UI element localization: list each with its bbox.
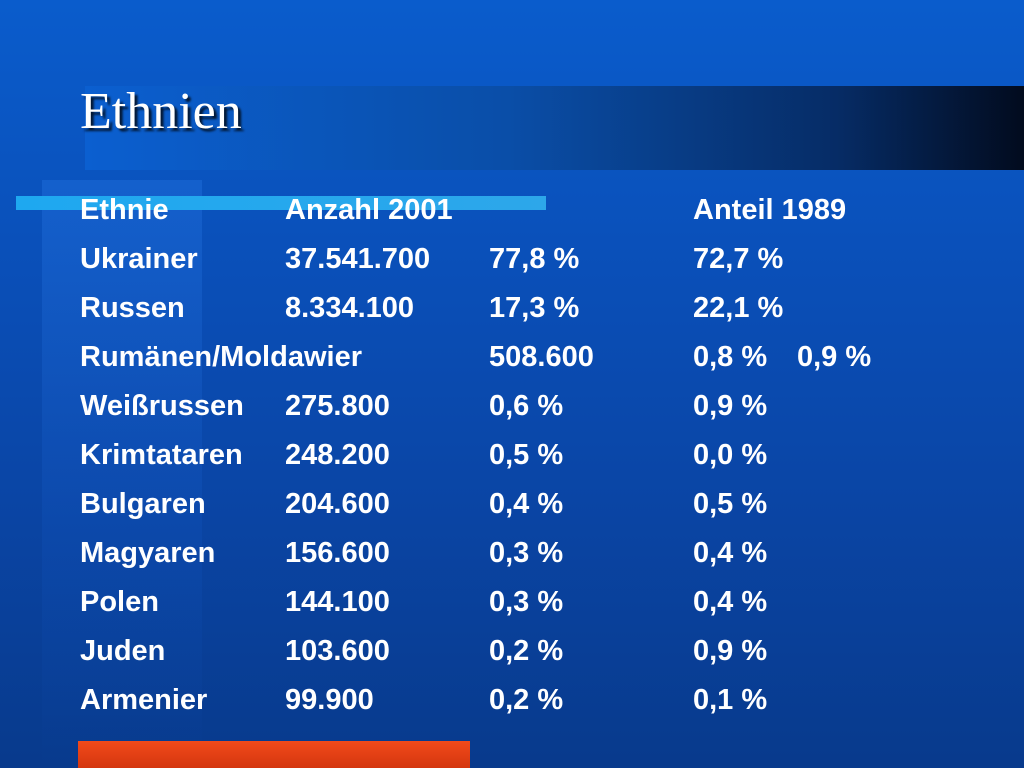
table-row: Polen 144.100 0,3 % 0,4 % bbox=[80, 578, 960, 627]
cell-anteil-1989: 0,4 % bbox=[693, 537, 768, 569]
cell-anteil-2001: 77,8 % bbox=[489, 243, 580, 275]
cell-anteil-1989: 72,7 % bbox=[693, 243, 784, 275]
cell-anzahl: 8.334.100 bbox=[285, 292, 415, 324]
table-row: Bulgaren 204.600 0,4 % 0,5 % bbox=[80, 480, 960, 529]
cell-extra: 0,9 % bbox=[797, 341, 872, 373]
cell-ethnie: Ukrainer bbox=[80, 243, 198, 275]
table-row: Armenier 99.900 0,2 % 0,1 % bbox=[80, 676, 960, 725]
cell-anzahl: 204.600 bbox=[285, 488, 390, 520]
cell-anzahl: 37.541.700 bbox=[285, 243, 431, 275]
table-row: Rumänen/Moldawier 508.600 0,8 % 0,9 % bbox=[80, 333, 960, 382]
table-row: Weißrussen 275.800 0,6 % 0,9 % bbox=[80, 382, 960, 431]
cell-anteil-2001: 0,3 % bbox=[489, 586, 564, 618]
cell-ethnie: Polen bbox=[80, 586, 159, 618]
cell-ethnie: Juden bbox=[80, 635, 166, 667]
slide-title: Ethnien bbox=[80, 83, 242, 140]
cell-anteil-2001: 0,3 % bbox=[489, 537, 564, 569]
table-row: Magyaren 156.600 0,3 % 0,4 % bbox=[80, 529, 960, 578]
cell-anteil-2001: 508.600 bbox=[489, 341, 594, 373]
ethnicity-table: Ethnie Anzahl 2001 Anteil 1989 Ukrainer … bbox=[80, 186, 960, 725]
cell-anteil-1989: 0,9 % bbox=[693, 635, 768, 667]
cell-anteil-2001: 0,2 % bbox=[489, 635, 564, 667]
header-anzahl-2001: Anzahl 2001 bbox=[285, 194, 453, 226]
table-row: Ukrainer 37.541.700 77,8 % 72,7 % bbox=[80, 235, 960, 284]
cell-ethnie: Krimtataren bbox=[80, 439, 243, 471]
table-row: Juden 103.600 0,2 % 0,9 % bbox=[80, 627, 960, 676]
cell-anteil-2001: 0,5 % bbox=[489, 439, 564, 471]
cell-ethnie: Bulgaren bbox=[80, 488, 206, 520]
cell-anzahl: 248.200 bbox=[285, 439, 390, 471]
cell-anzahl: 144.100 bbox=[285, 586, 390, 618]
cell-anteil-2001: 0,4 % bbox=[489, 488, 564, 520]
table-row: Russen 8.334.100 17,3 % 22,1 % bbox=[80, 284, 960, 333]
accent-bar-red bbox=[78, 741, 470, 768]
cell-anzahl: 275.800 bbox=[285, 390, 390, 422]
cell-anzahl: 103.600 bbox=[285, 635, 390, 667]
cell-ethnie: Weißrussen bbox=[80, 390, 244, 422]
cell-ethnie: Armenier bbox=[80, 684, 208, 716]
table-header-row: Ethnie Anzahl 2001 Anteil 1989 bbox=[80, 186, 960, 235]
table-row: Krimtataren 248.200 0,5 % 0,0 % bbox=[80, 431, 960, 480]
cell-ethnie: Rumänen/Moldawier bbox=[80, 341, 362, 373]
cell-anteil-1989: 0,1 % bbox=[693, 684, 768, 716]
cell-anteil-1989: 22,1 % bbox=[693, 292, 784, 324]
cell-anteil-1989: 0,4 % bbox=[693, 586, 768, 618]
cell-anteil-2001: 17,3 % bbox=[489, 292, 580, 324]
header-anteil-1989: Anteil 1989 bbox=[693, 194, 847, 226]
cell-anteil-2001: 0,2 % bbox=[489, 684, 564, 716]
cell-anteil-1989: 0,0 % bbox=[693, 439, 768, 471]
header-ethnie: Ethnie bbox=[80, 194, 169, 226]
cell-ethnie: Russen bbox=[80, 292, 185, 324]
cell-anteil-1989: 0,5 % bbox=[693, 488, 768, 520]
cell-anzahl: 156.600 bbox=[285, 537, 390, 569]
cell-anteil-1989: 0,9 % bbox=[693, 390, 768, 422]
cell-anteil-2001: 0,6 % bbox=[489, 390, 564, 422]
cell-anteil-1989: 0,8 % bbox=[693, 341, 768, 373]
cell-ethnie: Magyaren bbox=[80, 537, 216, 569]
cell-anzahl: 99.900 bbox=[285, 684, 374, 716]
